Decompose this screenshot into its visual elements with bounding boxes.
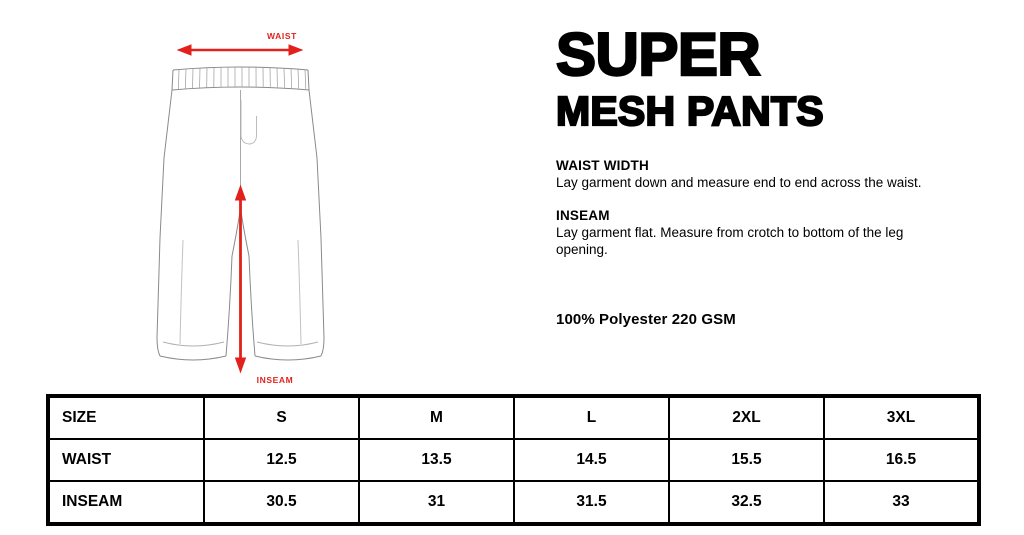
spec-inseam-heading: INSEAM [556, 207, 610, 223]
spec-waist-width-heading: WAIST WIDTH [556, 157, 649, 173]
size-chart-table-wrap: SIZE S M L 2XL 3XL WAIST 12.5 13.5 14.5 … [46, 394, 981, 526]
waist-arrow-label: WAIST [267, 31, 297, 41]
size-chart-table: SIZE S M L 2XL 3XL WAIST 12.5 13.5 14.5 … [46, 394, 981, 526]
header-cell-l: L [513, 395, 670, 440]
garment-illustration: WAIST INSEAM [60, 8, 460, 385]
header-cell-2xl: 2XL [668, 395, 825, 440]
header-cell-size: SIZE [47, 395, 205, 440]
row-label-inseam: INSEAM [47, 480, 205, 525]
waist-measure-arrow [176, 44, 304, 56]
waist-value-m: 13.5 [358, 438, 515, 482]
table-row: INSEAM 30.5 31 31.5 32.5 33 [47, 480, 980, 525]
spec-waist-width-body: Lay garment down and measure end to end … [556, 174, 922, 190]
table-header-row: SIZE S M L 2XL 3XL [47, 395, 980, 440]
material-composition: 100% Polyester 220 GSM [556, 311, 736, 329]
header-cell-s: S [203, 395, 360, 440]
waist-value-l: 14.5 [513, 438, 670, 482]
spec-divider-gap [556, 192, 976, 208]
spec-inseam: INSEAM Lay garment flat. Measure from cr… [556, 208, 976, 260]
inseam-value-m: 31 [358, 480, 515, 525]
row-label-waist: WAIST [47, 438, 205, 482]
inseam-measure-arrow [234, 184, 247, 374]
spec-inseam-body: Lay garment flat. Measure from crotch to… [556, 224, 904, 258]
inseam-value-l: 31.5 [513, 480, 670, 525]
waist-value-3xl: 16.5 [823, 438, 980, 482]
product-title-line-2: MESH PANTS [555, 87, 825, 134]
header-cell-m: M [358, 395, 515, 440]
spec-waist-width: WAIST WIDTH Lay garment down and measure… [556, 158, 976, 192]
illustration-and-copy-area: WAIST INSEAM SUPER MESH PANTS WAIST WIDT… [60, 8, 976, 385]
pants-technical-drawing-svg [156, 44, 325, 374]
inseam-value-s: 30.5 [203, 480, 360, 525]
inseam-arrow-label: INSEAM [256, 375, 294, 385]
header-cell-3xl: 3XL [823, 395, 980, 440]
inseam-value-2xl: 32.5 [668, 480, 825, 525]
waist-value-s: 12.5 [203, 438, 360, 482]
waist-value-2xl: 15.5 [668, 438, 825, 482]
product-copy-panel: SUPER MESH PANTS WAIST WIDTH Lay garment… [555, 21, 976, 329]
product-title-line-1: SUPER [555, 21, 762, 88]
inseam-value-3xl: 33 [823, 480, 980, 525]
table-row: WAIST 12.5 13.5 14.5 15.5 16.5 [47, 438, 980, 482]
